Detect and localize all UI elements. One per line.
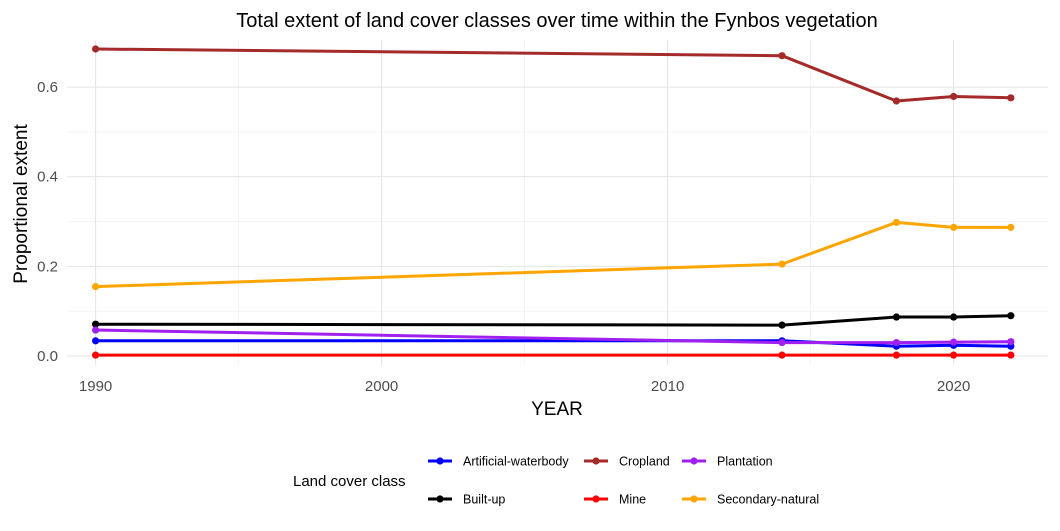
series-line-built-up <box>95 314 1011 327</box>
data-point-mine <box>950 351 958 359</box>
legend-label-built-up: Built-up <box>463 493 505 507</box>
series-line-secondary-natural <box>95 220 1011 289</box>
data-point-cropland <box>892 97 901 105</box>
x-tick-label: 2020 <box>937 378 970 395</box>
chart-title: Total extent of land cover classes over … <box>236 10 877 32</box>
data-point-built-up <box>778 321 786 329</box>
legend-label-plantation: Plantation <box>717 455 773 469</box>
data-point-cropland <box>778 52 786 60</box>
legend-key-point-cropland <box>592 457 600 465</box>
data-point-secondary-natural <box>92 282 100 291</box>
data-point-artificial-waterbody <box>92 337 100 345</box>
legend-title: Land cover class <box>293 473 406 490</box>
x-tick-label: 2010 <box>651 378 684 395</box>
data-point-secondary-natural <box>950 223 958 231</box>
legend-key-point-secondary-natural <box>690 495 698 503</box>
legend: Land cover class Artificial-waterbody Bui… <box>293 455 819 507</box>
data-point-cropland <box>950 92 958 101</box>
data-point-mine <box>92 351 100 359</box>
legend-label-mine: Mine <box>619 493 646 507</box>
data-point-mine <box>892 351 901 359</box>
data-point-plantation <box>778 338 786 347</box>
legend-label-artificial-waterbody: Artificial-waterbody <box>463 455 569 469</box>
data-point-secondary-natural <box>1007 223 1015 231</box>
data-point-built-up <box>92 320 100 328</box>
legend-key-point-built-up <box>436 495 444 503</box>
legend-key-point-mine <box>592 495 600 503</box>
y-tick-label: 0.4 <box>37 169 58 186</box>
data-point-mine <box>1007 351 1015 359</box>
series-line-cropland <box>95 47 1011 103</box>
legend-items: Artificial-waterbody Built-up Cropland Mine… <box>428 455 819 507</box>
y-tick-label: 0.6 <box>37 79 58 96</box>
x-axis-label: YEAR <box>531 399 583 420</box>
x-tick-label: 1990 <box>79 378 112 395</box>
legend-label-cropland: Cropland <box>619 455 670 469</box>
tick-labels: 1990 2000 2010 2020 0.0 0.2 0.4 0.6 <box>37 79 970 395</box>
y-axis-label: Proportional extent <box>11 124 32 284</box>
y-tick-label: 0.2 <box>37 258 58 275</box>
data-point-plantation <box>950 338 958 346</box>
legend-key-point-plantation <box>690 457 698 465</box>
data-point-mine <box>778 351 786 359</box>
x-tick-label: 2000 <box>365 378 398 395</box>
data-point-built-up <box>1007 312 1015 320</box>
data-point-plantation <box>1007 338 1015 346</box>
data-point-plantation <box>892 338 901 347</box>
data-point-cropland <box>92 45 100 53</box>
data-point-secondary-natural <box>778 260 786 268</box>
data-point-built-up <box>892 313 901 321</box>
legend-key-point-artificial-waterbody <box>436 457 444 465</box>
data-point-plantation <box>92 326 100 334</box>
data-point-secondary-natural <box>892 218 901 227</box>
y-tick-label: 0.0 <box>37 348 58 365</box>
legend-label-secondary-natural: Secondary-natural <box>717 493 819 507</box>
series-lines <box>92 45 1015 359</box>
data-point-cropland <box>1007 94 1015 102</box>
data-point-built-up <box>950 313 958 321</box>
